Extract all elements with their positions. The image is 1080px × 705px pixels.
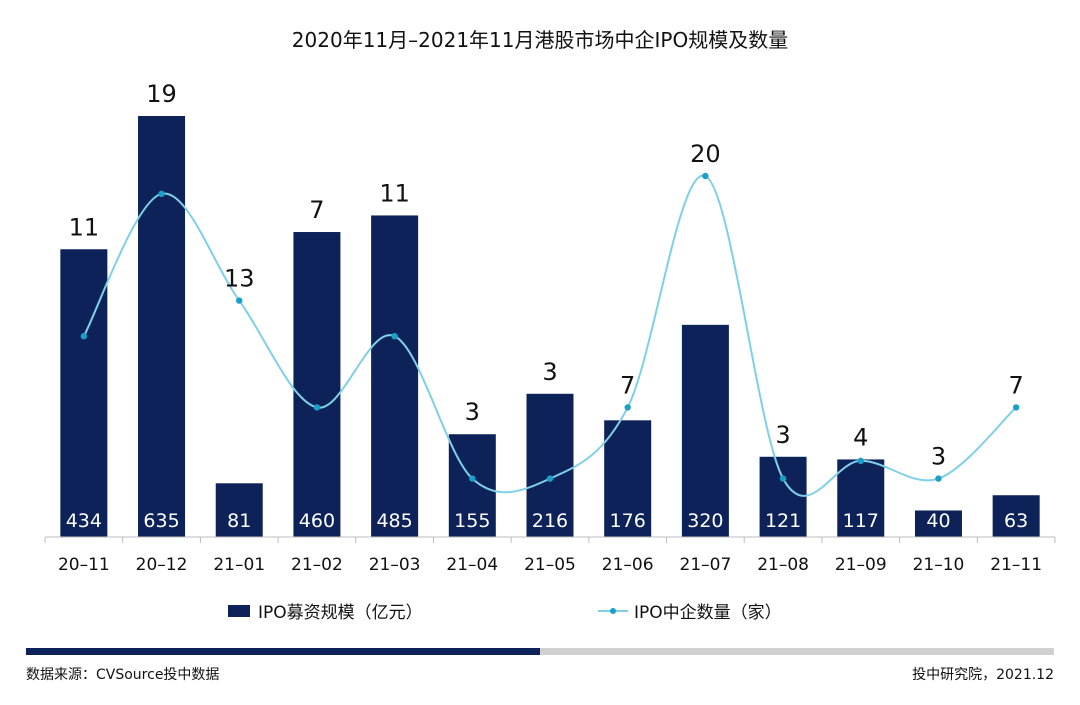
legend-label-line: IPO中企数量（家） (634, 603, 782, 623)
x-tick-label: 21–08 (757, 555, 809, 575)
line-point-21–04 (469, 475, 476, 482)
chart-title: 2020年11月–2021年11月港股市场中企IPO规模及数量 (291, 28, 789, 52)
line-point-21–01 (236, 297, 243, 304)
line-point-21–08 (779, 475, 787, 482)
bar-value-label: 485 (376, 510, 412, 532)
x-tick-label: 21–03 (369, 555, 421, 575)
line-value-label: 19 (146, 80, 177, 108)
x-tick-label: 20–11 (58, 555, 110, 575)
x-tick-label: 21–04 (446, 555, 498, 575)
legend-swatch-line (598, 605, 628, 617)
bar-21–11 (992, 495, 1040, 537)
x-tick-label: 21–02 (291, 555, 343, 575)
line-point-21–10 (935, 475, 942, 482)
bar-value-label: 81 (227, 510, 251, 532)
bar-21–05 (526, 393, 574, 537)
x-tick-label: 20–12 (136, 555, 188, 575)
bar-21–03 (371, 215, 419, 537)
bar-value-label: 176 (610, 510, 646, 532)
bar-21–10 (914, 510, 962, 537)
bar-value-label: 434 (66, 510, 102, 532)
line-point-20–12 (158, 190, 165, 197)
footer-source: 数据来源：CVSource投中数据 (26, 667, 220, 683)
line-value-label: 4 (853, 423, 868, 451)
x-tick-label: 21–01 (213, 555, 265, 575)
line-value-label: 7 (620, 371, 635, 399)
line-value-label: 3 (931, 443, 946, 471)
bar-value-label: 635 (143, 510, 179, 532)
line-value-label: 3 (465, 398, 480, 426)
bar-21–08 (759, 456, 807, 537)
bar-value-label: 320 (687, 510, 723, 532)
line-value-label: 3 (542, 358, 557, 386)
bar-value-label: 460 (299, 510, 335, 532)
legend-swatch-bar (228, 604, 250, 617)
bar-21–02 (293, 232, 341, 537)
line-point-21–06 (624, 404, 631, 411)
line-value-label: 13 (224, 265, 255, 293)
legend-item-bar: IPO募资规模（亿元） (228, 598, 423, 623)
bar-21–04 (448, 434, 496, 537)
line-value-label: 7 (309, 196, 324, 224)
bar-21–06 (604, 420, 652, 537)
line-point-21–02 (313, 404, 321, 411)
bar-value-label: 117 (843, 510, 879, 532)
line-value-label: 3 (775, 421, 790, 449)
x-tick-label: 21–11 (990, 555, 1042, 575)
x-tick-label: 21–07 (680, 555, 732, 575)
line-point-21–09 (857, 457, 864, 464)
x-tick-label: 21–10 (913, 555, 965, 575)
line-value-label: 11 (69, 213, 100, 241)
bar-20–12 (138, 116, 186, 537)
line-point-21–11 (1012, 404, 1020, 411)
line-value-label: 11 (379, 179, 410, 207)
x-tick-label: 21–06 (602, 555, 654, 575)
line-point-21–07 (702, 172, 709, 180)
line-value-label: 20 (690, 140, 721, 168)
bar-20–11 (60, 249, 108, 537)
footer-progress-track (26, 648, 1054, 655)
legend-item-line: IPO中企数量（家） (598, 598, 782, 623)
bar-value-label: 121 (765, 510, 801, 532)
bar-value-label: 63 (1004, 510, 1028, 532)
footer-credit: 投中研究院，2021.12 (912, 667, 1054, 683)
footer-progress-fill (26, 648, 540, 655)
bar-21–07 (681, 324, 729, 537)
legend-label-bar: IPO募资规模（亿元） (258, 603, 423, 623)
x-tick-label: 21–09 (835, 555, 887, 575)
bar-value-label: 216 (532, 510, 568, 532)
line-point-21–05 (546, 475, 554, 482)
bar-value-label: 40 (926, 510, 950, 532)
x-tick-label: 21–05 (524, 555, 576, 575)
line-value-label: 7 (1009, 371, 1024, 399)
line-point-21–03 (391, 333, 398, 340)
bar-21–01 (215, 483, 263, 537)
bar-value-label: 155 (454, 510, 490, 532)
line-point-20–11 (80, 333, 88, 340)
bar-21–09 (837, 459, 885, 537)
